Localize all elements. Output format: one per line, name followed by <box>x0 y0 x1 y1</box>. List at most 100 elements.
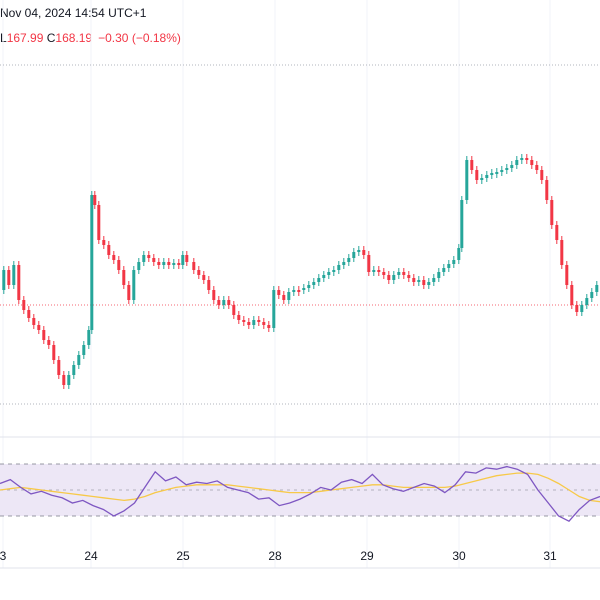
candle-body <box>332 270 336 272</box>
candle-body <box>247 322 251 325</box>
candle-body <box>17 265 21 300</box>
candle-body <box>37 325 41 330</box>
candle-body <box>352 252 356 258</box>
candle-body <box>327 272 331 275</box>
candle-body <box>392 275 396 280</box>
candle-body <box>595 285 599 292</box>
candle-body <box>127 285 131 300</box>
close-label: C <box>46 31 56 45</box>
chart-datetime: Nov 04, 2024 14:54 UTC+1 <box>0 6 147 20</box>
candle-body <box>452 260 456 264</box>
candle-body <box>181 255 185 265</box>
candle-body <box>142 255 146 262</box>
candle-body <box>402 272 406 275</box>
candle-body <box>422 280 426 285</box>
candle-body <box>87 330 91 345</box>
candle-body <box>12 265 16 285</box>
time-tick-label: 3 <box>0 549 7 563</box>
candle-body <box>277 290 281 295</box>
time-axis: 3 24 25 28 29 30 31 <box>0 549 557 563</box>
candle-body <box>77 355 81 365</box>
candle-body <box>437 272 441 278</box>
candle-body <box>495 172 499 174</box>
candle-body <box>237 315 241 320</box>
candle-body <box>500 170 504 172</box>
candle-body <box>530 160 534 165</box>
candle-body <box>525 158 529 160</box>
candle-body <box>117 260 121 270</box>
time-tick-label: 31 <box>543 549 557 563</box>
candle-body <box>287 292 291 300</box>
candle-body <box>97 205 101 240</box>
candle-body <box>132 270 136 300</box>
candle-body <box>372 270 376 272</box>
candle-body <box>317 278 321 282</box>
candle-body <box>252 320 256 325</box>
candle-body <box>122 270 126 285</box>
candle-body <box>47 340 51 345</box>
candle-body <box>550 200 554 225</box>
candle-body <box>27 310 31 318</box>
candle-body <box>107 245 111 255</box>
candle-body <box>272 290 276 328</box>
candle-body <box>242 320 246 322</box>
candle-body <box>490 173 494 175</box>
candle-body <box>52 345 56 360</box>
candle-body <box>565 265 569 285</box>
candle-body <box>382 272 386 275</box>
time-tick-label: 24 <box>84 549 98 563</box>
time-tick-label: 28 <box>268 549 282 563</box>
candle-body <box>322 275 326 278</box>
time-tick-label: 30 <box>452 549 466 563</box>
candle-body <box>22 300 26 310</box>
candle-body <box>590 292 594 298</box>
candle-body <box>442 268 446 272</box>
candle-body <box>282 295 286 300</box>
candle-body <box>485 175 489 178</box>
candle-body <box>292 290 296 292</box>
candle-body <box>362 250 366 255</box>
candle-body <box>42 330 46 340</box>
candle-body <box>67 375 71 385</box>
candle-body <box>232 305 236 315</box>
candle-body <box>207 280 211 290</box>
candle-body <box>202 275 206 280</box>
candle-body <box>267 325 271 328</box>
candle-body <box>137 262 141 270</box>
rsi-line <box>0 465 600 523</box>
candle-body <box>505 168 509 170</box>
close-value: 168.19 <box>55 31 93 45</box>
candle-body <box>357 250 361 252</box>
candle-body <box>540 170 544 180</box>
candle-body <box>192 262 196 270</box>
candle-body <box>575 305 579 312</box>
candle-body <box>387 275 391 280</box>
candle-body <box>222 300 226 305</box>
ohlc-legend: L167.99 C168.19−0.30 (−0.18%) <box>0 31 181 45</box>
candle-body <box>580 305 584 312</box>
candle-body <box>197 270 201 275</box>
candle-body <box>347 258 351 262</box>
candle-body <box>72 365 76 375</box>
candlestick-series <box>2 154 599 389</box>
change-value: −0.30 <box>98 31 129 45</box>
rsi-ma-line <box>0 472 600 503</box>
candle-body <box>2 270 6 290</box>
candle-body <box>157 262 161 265</box>
candle-body <box>447 264 451 268</box>
candle-body <box>167 262 171 265</box>
candle-body <box>177 263 181 265</box>
time-tick-label: 29 <box>360 549 374 563</box>
candle-body <box>407 275 411 278</box>
candle-body <box>7 270 11 285</box>
candle-body <box>535 165 539 170</box>
low-value: 167.99 <box>6 31 44 45</box>
candle-body <box>510 165 514 168</box>
candle-body <box>417 280 421 282</box>
candle-body <box>427 282 431 285</box>
change-percent: (−0.18%) <box>131 31 181 45</box>
candle-body <box>257 320 261 322</box>
rsi-band <box>0 464 600 516</box>
time-tick-label: 25 <box>176 549 190 563</box>
